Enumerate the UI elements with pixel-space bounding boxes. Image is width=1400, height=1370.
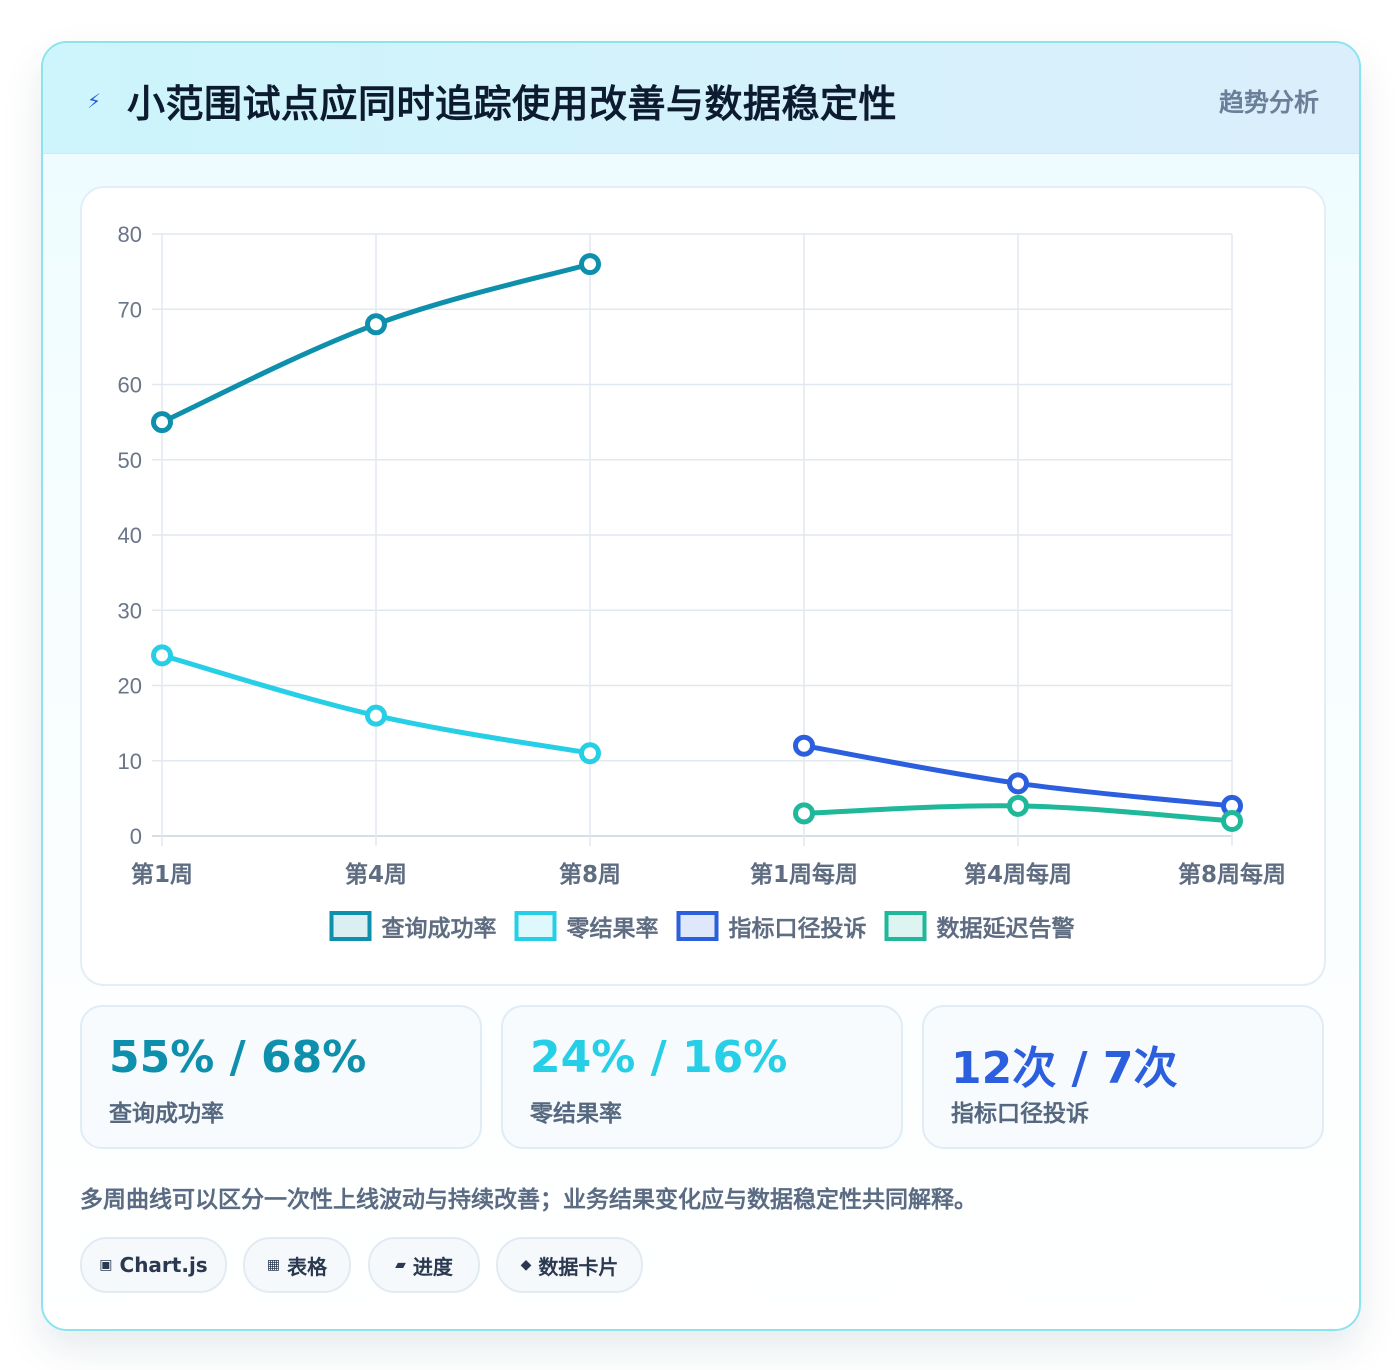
main-card: ⚡︎ 小范围试点应同时追踪使用改善与数据稳定性 趋势分析 0 10 20 30 40 50… <box>41 41 1361 1331</box>
pill-label: 数据卡片 <box>538 1254 619 1279</box>
chart-panel: 0 10 20 30 40 50 60 70 80 第1周 第4周 第8周 第1周每周 第4周每周 第8周每… <box>80 186 1326 986</box>
data-point <box>793 802 815 825</box>
header-tag: 趋势分析 <box>1218 88 1319 117</box>
card-header: ⚡︎ 小范围试点应同时追踪使用改善与数据稳定性 趋势分析 <box>43 43 1359 154</box>
stat-card-complaints: 12次 / 7次 指标口径投诉 <box>922 1005 1324 1149</box>
stat-value: 55% / 68% <box>109 1032 367 1083</box>
y-tick-label: 10 <box>118 749 142 774</box>
legend-label: 数据延迟告警 <box>937 916 1075 942</box>
legend-label: 零结果率 <box>566 915 659 942</box>
pill-progress[interactable]: ▰ 进度 <box>368 1237 480 1293</box>
data-point <box>793 734 815 757</box>
stat-label: 查询成功率 <box>109 1101 224 1127</box>
y-tick-label: 80 <box>118 222 142 247</box>
x-tick-label: 第1周每周 <box>750 861 858 888</box>
stat-value: 24% / 16% <box>530 1032 788 1083</box>
legend-swatch <box>676 911 719 941</box>
chart-icon: ▣ <box>99 1257 113 1273</box>
data-point <box>1007 794 1029 817</box>
stat-card-query-success: 55% / 68% 查询成功率 <box>80 1005 482 1149</box>
y-tick-label: 70 <box>118 297 142 322</box>
stat-label: 指标口径投诉 <box>951 1101 1089 1127</box>
x-tick-label: 第8周 <box>559 861 621 888</box>
y-tick-label: 50 <box>118 448 142 473</box>
data-point <box>579 742 601 765</box>
x-tick-label: 第1周 <box>131 861 193 888</box>
data-point <box>365 704 387 727</box>
data-point <box>1007 772 1029 795</box>
y-tick-label: 40 <box>118 523 142 548</box>
stat-label: 零结果率 <box>530 1101 622 1127</box>
pill-chartjs[interactable]: ▣ Chart.js <box>80 1237 227 1293</box>
stat-card-zero-result: 24% / 16% 零结果率 <box>501 1005 903 1149</box>
y-tick-label: 30 <box>118 598 142 623</box>
data-point <box>579 253 601 276</box>
data-point <box>1221 809 1243 832</box>
table-icon: ▦ <box>266 1257 281 1273</box>
pill-label: Chart.js <box>119 1253 208 1277</box>
y-tick-label: 60 <box>118 373 142 398</box>
card-icon: ◆ <box>520 1257 532 1273</box>
line-chart: 0 10 20 30 40 50 60 70 80 第1周 第4周 第8周 第1周每周 第4周每周 第8周每… <box>118 222 1286 942</box>
data-point <box>151 411 173 434</box>
data-point <box>151 644 173 667</box>
legend-swatch <box>514 911 557 941</box>
y-tick-label: 0 <box>130 824 142 849</box>
legend-swatch <box>884 911 927 941</box>
stat-value: 12次 / 7次 <box>951 1043 1178 1094</box>
x-tick-label: 第8周每周 <box>1178 861 1286 888</box>
pill-label: 表格 <box>287 1254 328 1279</box>
x-tick-label: 第4周每周 <box>964 861 1072 888</box>
y-tick-label: 20 <box>118 674 142 699</box>
x-tick-label: 第4周 <box>345 861 407 888</box>
pill-table[interactable]: ▦ 表格 <box>243 1237 351 1293</box>
pill-label: 进度 <box>412 1254 453 1279</box>
legend-swatch <box>329 911 372 941</box>
legend-label: 指标口径投诉 <box>729 916 867 942</box>
data-point <box>365 313 387 336</box>
pill-data-card[interactable]: ◆ 数据卡片 <box>496 1237 643 1293</box>
page-title: 小范围试点应同时追踪使用改善与数据稳定性 <box>127 82 898 126</box>
progress-icon: ▰ <box>395 1257 406 1273</box>
legend-label: 查询成功率 <box>382 915 497 942</box>
lightning-icon: ⚡︎ <box>87 89 102 113</box>
chart-note: 多周曲线可以区分一次性上线波动与持续改善；业务结果变化应与数据稳定性共同解释。 <box>80 1187 977 1213</box>
